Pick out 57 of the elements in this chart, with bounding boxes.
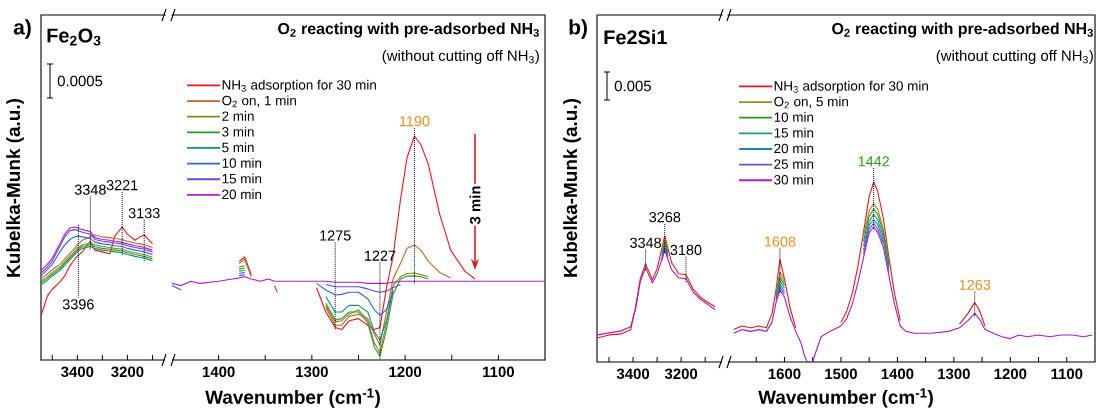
annotation: 1442 <box>858 156 890 167</box>
annotation: 3221 <box>106 180 138 191</box>
annotation: 3348 <box>630 237 661 248</box>
y-axis-title: Kubelka-Munk (a.u.) <box>6 99 24 277</box>
legend-label: 20 min <box>222 189 262 200</box>
x-tick-label: 3400 <box>61 366 94 378</box>
annotation: 3396 <box>62 299 94 310</box>
legend-label: 25 min <box>774 159 814 169</box>
legend-label: 15 min <box>222 173 262 184</box>
annotation: 1263 <box>959 279 991 290</box>
annotation: 1227 <box>364 250 396 261</box>
annotation: 3180 <box>670 244 702 256</box>
x-tick-label: 3200 <box>664 368 698 380</box>
legend-label: 20 min <box>774 143 814 154</box>
x-tick-label: 1400 <box>202 366 235 378</box>
chart-title: O$_{2}$ reacting with pre-adsorbed NH$_{3}$ <box>832 22 1093 38</box>
text: a) <box>13 19 31 39</box>
legend-label: 30 min <box>774 174 814 185</box>
legend-label: 10 min <box>222 157 262 168</box>
text: Fe2Si1 <box>604 29 667 45</box>
x-tick-label: 1300 <box>938 368 970 380</box>
x-tick-label: 3200 <box>111 366 144 378</box>
chart-subtitle: (without cutting off NH$_{3}$) <box>382 50 539 64</box>
annotation: 1190 <box>400 116 430 127</box>
x-tick-label: 1100 <box>1051 368 1083 380</box>
legend-label: O$_{2}$ on, 5 min <box>774 96 848 109</box>
legend-label: 3 min <box>222 126 254 137</box>
x-tick-label: 1300 <box>296 366 328 378</box>
chart-subtitle: (without cutting off NH$_{3}$) <box>936 50 1093 64</box>
annotation: 3268 <box>649 212 681 223</box>
text: Fe$_{2}$O$_{3}$ <box>47 28 101 46</box>
x-tick-label: 1400 <box>881 368 914 380</box>
legend-label: 10 min <box>774 112 814 122</box>
annotation: 1608 <box>764 236 796 247</box>
text: b) <box>569 19 587 39</box>
legend-label: 2 min <box>222 111 254 121</box>
annotation: 3133 <box>128 208 160 219</box>
annotation: 1275 <box>320 230 351 241</box>
x-tick-label: 1200 <box>389 366 422 378</box>
legend-label: 5 min <box>222 142 254 153</box>
legend-label: 15 min <box>774 127 814 138</box>
annotation: 3348 <box>74 184 106 195</box>
x-tick-label: 1200 <box>994 368 1027 380</box>
text: 0.005 <box>614 80 651 92</box>
x-tick-label: 3400 <box>616 368 650 380</box>
x-tick-label: 1600 <box>768 368 801 380</box>
x-axis-title: Wavenumber (cm$^{-1}$) <box>205 388 380 408</box>
legend-label: NH$_{3}$ adsorption for 30 min <box>222 79 376 93</box>
legend-label: NH$_{3}$ adsorption for 30 min <box>774 80 928 94</box>
x-tick-label: 1500 <box>825 368 857 380</box>
y-axis-title: Kubelka-Munk (a.u.) <box>563 99 581 277</box>
x-axis-title: Wavenumber (cm$^{-1}$) <box>758 388 933 408</box>
x-tick-label: 1100 <box>483 366 514 378</box>
chart-title: O$_{2}$ reacting with pre-adsorbed NH$_{3}$ <box>278 22 539 38</box>
annotation: 3 min <box>469 186 481 225</box>
legend-label: O$_{2}$ on, 1 min <box>222 95 296 108</box>
text: 0.0005 <box>57 75 103 87</box>
